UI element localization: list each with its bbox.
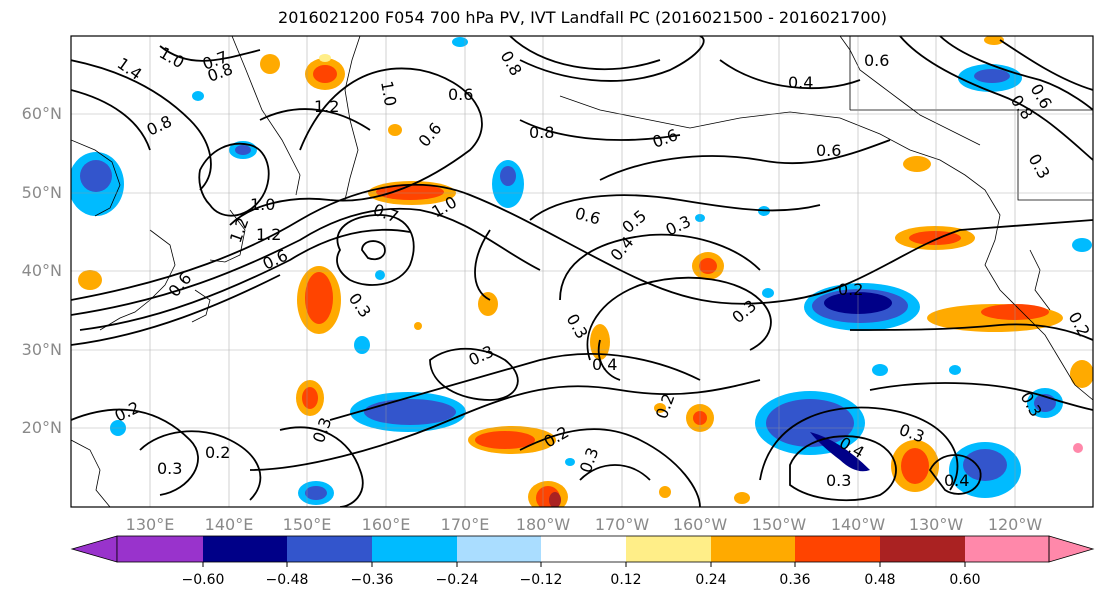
colorbar-tick-label: 0.60 xyxy=(949,572,981,588)
colorbar-tick-label: 0.48 xyxy=(864,572,896,588)
lon-label: 160°E xyxy=(361,515,411,534)
colorbar-extend-low xyxy=(70,535,118,563)
colorbar-tick-label: −0.24 xyxy=(435,572,479,588)
contour-label: 0.2 xyxy=(205,443,230,462)
colorbar-segment xyxy=(457,536,541,562)
colorbar-tick-label: 0.24 xyxy=(695,572,727,588)
contour-label: 0.4 xyxy=(592,355,617,374)
lat-label: 20°N xyxy=(21,418,62,437)
contour-label: 0.4 xyxy=(788,73,813,92)
lon-label: 130°W xyxy=(908,515,964,534)
colorbar xyxy=(70,535,1095,567)
colorbar-segment xyxy=(203,536,287,562)
contour-label: 1.2 xyxy=(314,97,339,116)
lon-label: 150°E xyxy=(282,515,332,534)
lat-label: 40°N xyxy=(21,261,62,280)
contour-label: 0.3 xyxy=(157,459,182,478)
colorbar-tick-label: −0.12 xyxy=(519,572,563,588)
colorbar-segment xyxy=(287,536,372,562)
colorbar-tick-label: 0.36 xyxy=(779,572,811,588)
colorbar-segment xyxy=(626,536,711,562)
lat-label: 30°N xyxy=(21,340,62,359)
lon-label: 160°W xyxy=(672,515,728,534)
colorbar-tick-label: −0.48 xyxy=(265,572,309,588)
colorbar-tick-label: −0.36 xyxy=(350,572,394,588)
lat-label: 50°N xyxy=(21,183,62,202)
colorbar-tick-label: −0.60 xyxy=(181,572,225,588)
lon-label: 140°E xyxy=(204,515,254,534)
colorbar-segment xyxy=(965,536,1049,562)
colorbar-segment xyxy=(117,536,203,562)
lon-label: 180°W xyxy=(515,515,571,534)
contour-label: 1.2 xyxy=(256,225,281,244)
map-panel xyxy=(71,36,1093,507)
map-frame xyxy=(70,35,1094,508)
colorbar-extend-high xyxy=(1048,535,1095,563)
pv-contours xyxy=(71,36,1093,507)
lon-label: 140°W xyxy=(830,515,886,534)
colorbar-segment xyxy=(372,536,457,562)
contour-label: 0.2 xyxy=(838,280,863,299)
lon-label: 170°W xyxy=(594,515,650,534)
colorbar-segment xyxy=(711,536,795,562)
gridlines xyxy=(71,36,1093,507)
colorbar-segment xyxy=(880,536,965,562)
lon-label: 120°W xyxy=(987,515,1043,534)
contour-label: 0.6 xyxy=(864,51,889,70)
lon-label: 170°E xyxy=(440,515,490,534)
contour-label: 0.4 xyxy=(944,471,969,490)
colorbar-tick-label: 0.12 xyxy=(610,572,642,588)
colorbar-segment xyxy=(795,536,880,562)
coastlines xyxy=(71,36,1093,507)
contour-label: 1.0 xyxy=(250,195,275,214)
contour-label: 1.0 xyxy=(377,79,400,107)
map-title: 2016021200 F054 700 hPa PV, IVT Landfall… xyxy=(278,8,887,27)
lon-label: 150°W xyxy=(751,515,807,534)
contour-label: 0.8 xyxy=(529,123,554,142)
lat-label: 60°N xyxy=(21,104,62,123)
contour-label: 0.6 xyxy=(448,85,473,104)
colorbar-segment xyxy=(541,536,626,562)
lon-label: 130°E xyxy=(125,515,175,534)
contour-label: 0.3 xyxy=(826,471,851,490)
contour-label: 0.6 xyxy=(816,141,841,160)
